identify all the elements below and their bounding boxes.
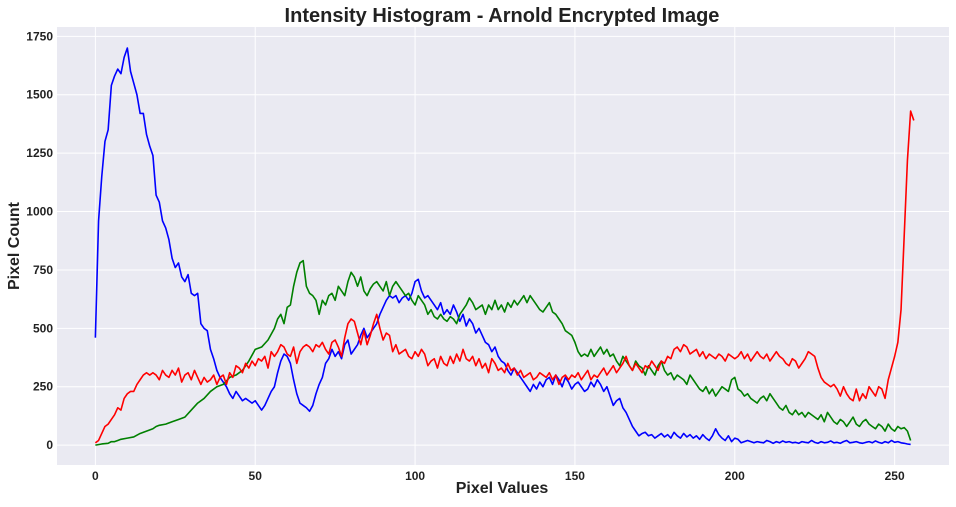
y-tick-label: 1250 [26, 146, 53, 160]
x-axis-label: Pixel Values [456, 480, 549, 497]
grid-lines [57, 27, 949, 465]
red-series-line [94, 110, 915, 444]
blue-series-line [94, 47, 911, 446]
y-tick-label: 500 [33, 321, 53, 335]
y-tick-label: 750 [33, 263, 53, 277]
x-tick-label: 200 [725, 469, 745, 483]
y-tick-label: 250 [33, 380, 53, 394]
plot-background [57, 27, 949, 465]
x-tick-label: 100 [405, 469, 425, 483]
y-tick-label: 0 [46, 438, 53, 452]
series-lines [94, 47, 915, 446]
y-tick-label: 1500 [26, 88, 53, 102]
x-tick-labels: 0 50 100 150 200 250 [92, 469, 905, 483]
green-series-line [95, 259, 912, 446]
x-tick-label: 150 [565, 469, 585, 483]
y-tick-label: 1000 [26, 205, 53, 219]
x-tick-label: 50 [249, 469, 263, 483]
chart-title: Intensity Histogram - Arnold Encrypted I… [285, 5, 720, 27]
x-tick-label: 0 [92, 469, 99, 483]
y-tick-label: 1750 [26, 29, 53, 43]
y-tick-labels: 0 250 500 750 1000 1250 1500 1750 [26, 29, 53, 452]
y-axis-label: Pixel Count [6, 201, 23, 290]
x-tick-label: 250 [885, 469, 905, 483]
